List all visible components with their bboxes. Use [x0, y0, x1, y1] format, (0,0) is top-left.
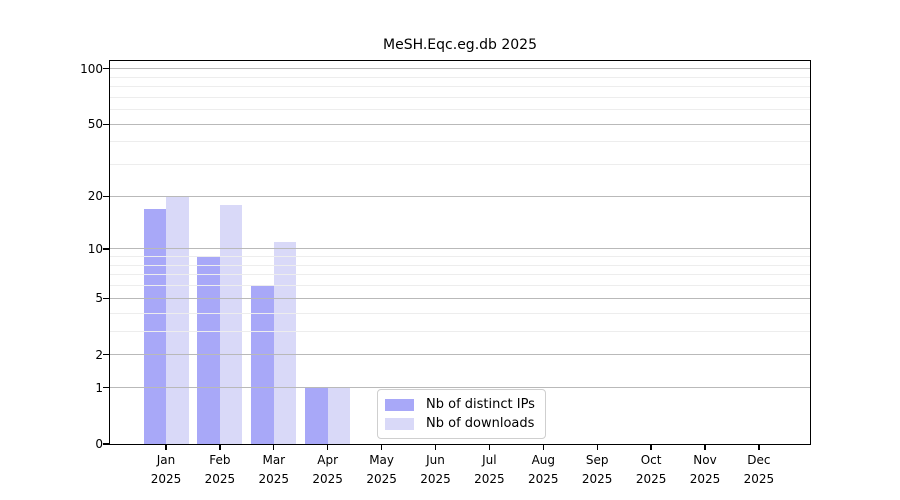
bar-nb-of-distinct-ips-mar-2025	[251, 285, 274, 444]
x-tick-label-nov-2025: Nov 2025	[675, 451, 735, 488]
x-tick-label-may-2025: May 2025	[352, 451, 412, 488]
y-tick-mark-50	[103, 123, 110, 125]
x-tick-mark-oct-2025	[650, 444, 652, 450]
x-tick-mark-aug-2025	[542, 444, 544, 450]
x-tick-label-line: Jun	[426, 453, 445, 467]
legend: Nb of distinct IPs Nb of downloads	[377, 389, 546, 439]
x-tick-label-line: Apr	[317, 453, 339, 467]
bar-nb-of-downloads-feb-2025	[219, 204, 243, 444]
x-tick-mark-sep-2025	[596, 444, 598, 450]
x-tick-label-line: 2025	[689, 471, 721, 486]
x-tick-label-line: 2025	[366, 471, 397, 486]
x-tick-label-apr-2025: Apr 2025	[298, 451, 358, 488]
x-tick-label-line: 2025	[258, 471, 290, 486]
y-tick-label-20: 20	[87, 189, 103, 204]
x-tick-mark-dec-2025	[758, 444, 760, 450]
y-tick-mark-100	[103, 68, 110, 70]
x-tick-label-line: 2025	[150, 471, 182, 486]
x-tick-mark-jul-2025	[488, 444, 491, 450]
x-tick-label-oct-2025: Oct 2025	[621, 451, 681, 488]
bars-layer	[110, 61, 810, 444]
x-tick-label-aug-2025: Aug 2025	[513, 451, 573, 488]
x-tick-label-line: Mar	[262, 453, 286, 467]
x-tick-label-dec-2025: Dec 2025	[729, 451, 789, 488]
legend-label-downloads: Nb of downloads	[426, 416, 535, 431]
x-tick-label-mar-2025: Mar 2025	[244, 451, 304, 488]
x-tick-label-line: Feb	[209, 453, 231, 467]
y-tick-mark-1	[103, 386, 110, 389]
legend-label-distinct-ips: Nb of distinct IPs	[426, 397, 535, 412]
x-tick-label-jul-2025: Jul 2025	[459, 451, 519, 488]
y-tick-label-2: 2	[95, 347, 103, 362]
legend-swatch-distinct-ips	[385, 398, 414, 411]
x-tick-label-line: Nov	[693, 453, 717, 467]
x-tick-label-sep-2025: Sep 2025	[567, 451, 627, 488]
legend-item-downloads: Nb of downloads	[385, 414, 535, 433]
chart-title: MeSH.Eqc.eg.db 2025	[383, 37, 537, 53]
y-tick-mark-2	[103, 354, 110, 356]
x-tick-mark-apr-2025	[327, 444, 329, 450]
x-tick-label-line: 2025	[204, 471, 236, 486]
y-tick-mark-0	[103, 443, 110, 445]
x-tick-label-line: 2025	[312, 471, 343, 486]
x-tick-label-jun-2025: Jun 2025	[406, 451, 466, 488]
x-tick-mark-may-2025	[380, 444, 383, 450]
y-tick-label-50: 50	[87, 117, 103, 132]
x-tick-label-line: Dec	[747, 453, 771, 467]
x-tick-label-line: Jul	[482, 453, 497, 467]
y-tick-label-0: 0	[95, 437, 103, 451]
y-tick-label-100: 100	[80, 61, 103, 76]
x-tick-label-line: 2025	[420, 471, 451, 486]
y-tick-label-10: 10	[87, 241, 103, 256]
plot-area: Nb of distinct IPs Nb of downloads	[109, 60, 811, 445]
y-tick-mark-10	[103, 248, 110, 250]
bar-nb-of-downloads-jan-2025	[166, 196, 189, 444]
x-tick-label-line: Sep	[585, 453, 609, 467]
x-tick-mark-mar-2025	[273, 444, 275, 450]
legend-swatch-downloads	[385, 417, 414, 430]
y-tick-mark-20	[103, 195, 110, 198]
x-tick-label-jan-2025: Jan 2025	[136, 451, 196, 488]
x-tick-label-line: 2025	[635, 471, 667, 486]
x-tick-mark-feb-2025	[219, 444, 221, 450]
bar-nb-of-downloads-mar-2025	[273, 241, 297, 444]
x-tick-mark-nov-2025	[704, 444, 706, 450]
x-tick-mark-jan-2025	[165, 444, 167, 450]
y-tick-mark-5	[103, 297, 110, 299]
legend-item-distinct-ips: Nb of distinct IPs	[385, 395, 535, 414]
y-tick-label-1: 1	[95, 380, 103, 395]
x-tick-mark-jun-2025	[434, 444, 437, 450]
x-tick-label-line: Jan	[156, 453, 176, 467]
x-tick-label-line: Aug	[531, 453, 556, 467]
x-tick-label-line: 2025	[474, 471, 505, 486]
bar-nb-of-distinct-ips-jan-2025	[143, 208, 166, 444]
x-tick-label-line: Oct	[640, 453, 662, 467]
x-tick-label-line: 2025	[743, 471, 775, 486]
x-tick-label-line: 2025	[528, 471, 559, 486]
x-tick-label-line: 2025	[581, 471, 613, 486]
bar-nb-of-downloads-apr-2025	[327, 387, 351, 444]
x-tick-label-line: May	[369, 453, 394, 467]
x-tick-label-feb-2025: Feb 2025	[190, 451, 250, 488]
bar-nb-of-distinct-ips-feb-2025	[197, 256, 220, 444]
y-tick-label-5: 5	[95, 291, 103, 306]
bar-nb-of-distinct-ips-apr-2025	[305, 387, 328, 444]
